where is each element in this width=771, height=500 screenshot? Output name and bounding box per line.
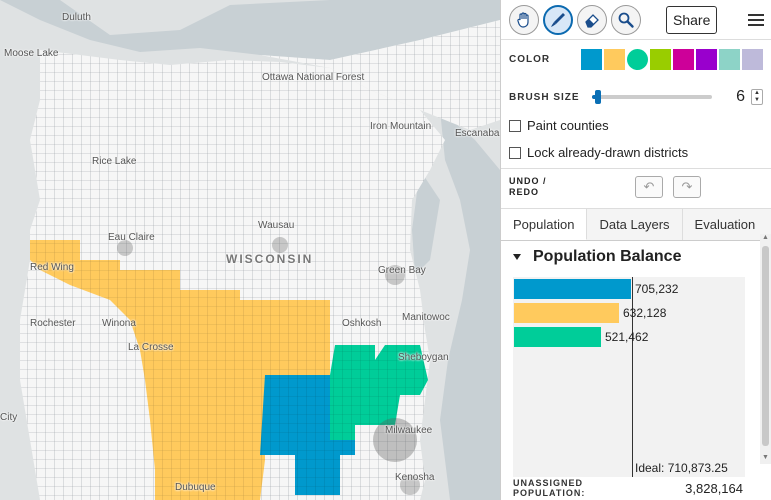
- paint-counties-checkbox[interactable]: [509, 119, 521, 132]
- lake-superior: [0, 0, 500, 60]
- map-label-wisconsin: WISCONSIN: [226, 252, 314, 266]
- population-bar: [514, 327, 601, 347]
- population-bar-value: 705,232: [635, 282, 679, 296]
- brush-tool-button[interactable]: [543, 4, 573, 35]
- lock-districts-option[interactable]: Lock already-drawn districts: [501, 139, 771, 166]
- map-label-sheboygan: Sheboygan: [398, 352, 449, 363]
- population-bar: [514, 279, 631, 299]
- brush-size-value[interactable]: 6: [736, 88, 745, 105]
- unassigned-value: 3,828,164: [685, 480, 743, 496]
- map-label-kenosha: Kenosha: [395, 472, 435, 483]
- map-label-red-wing: Red Wing: [30, 262, 74, 273]
- map-label-rice-lake: Rice Lake: [92, 156, 137, 167]
- map-label-city: City: [0, 412, 18, 423]
- map-label-wausau: Wausau: [258, 220, 295, 231]
- map-label-moose-lake: Moose Lake: [4, 48, 59, 59]
- map-label-duluth: Duluth: [62, 12, 91, 23]
- scrollbar-thumb[interactable]: [762, 246, 769, 446]
- undo-button[interactable]: ↶: [635, 175, 663, 198]
- brush-size-label: BRUSH SIZE: [509, 91, 580, 103]
- color-swatch[interactable]: [627, 48, 648, 70]
- color-swatch[interactable]: [696, 48, 717, 70]
- redo-button[interactable]: ↷: [673, 175, 701, 198]
- hamburger-menu-icon[interactable]: [745, 9, 767, 31]
- color-label: COLOR: [509, 53, 551, 65]
- color-swatch[interactable]: [581, 48, 602, 70]
- redo-icon: ↷: [681, 178, 693, 194]
- pan-tool-button[interactable]: [509, 4, 539, 35]
- map-canvas[interactable]: [0, 0, 500, 500]
- color-swatch[interactable]: [742, 48, 763, 70]
- paint-counties-label[interactable]: Paint counties: [527, 118, 609, 133]
- color-swatch[interactable]: [650, 48, 671, 70]
- population-bar-value: 521,462: [605, 330, 649, 344]
- paint-counties-option[interactable]: Paint counties: [501, 112, 771, 139]
- eraser-icon: [585, 13, 599, 28]
- unassigned-label: UNASSIGNED POPULATION:: [513, 478, 586, 498]
- brush-size-row: BRUSH SIZE 6 ▲ ▼: [501, 86, 771, 108]
- color-swatches: [581, 48, 763, 70]
- map-label-la-crosse: La Crosse: [128, 342, 174, 353]
- lake-michigan: [440, 110, 500, 500]
- undo-redo-label: UNDO / REDO: [509, 175, 547, 197]
- panel-tabs: Population Data Layers Evaluation: [501, 208, 771, 241]
- ideal-population-label: Ideal: 710,873.25: [635, 461, 728, 475]
- map-label-winona: Winona: [102, 318, 136, 329]
- population-bar: [514, 303, 619, 323]
- ideal-population-line: [632, 277, 633, 477]
- color-swatch[interactable]: [604, 48, 625, 70]
- map-label-green-bay: Green Bay: [378, 265, 426, 276]
- map-label-iron-mountain: Iron Mountain: [370, 121, 432, 132]
- map-label-ottawa: Ottawa National Forest: [262, 72, 365, 83]
- toolbar: Share: [501, 0, 771, 40]
- undo-redo-row: UNDO / REDO ↶ ↷: [501, 168, 771, 204]
- map-label-eau-claire: Eau Claire: [108, 232, 155, 243]
- map-label-oshkosh: Oshkosh: [342, 318, 382, 329]
- panel-scrollbar[interactable]: ▲ ▼: [760, 234, 771, 464]
- undo-icon: ↶: [643, 178, 655, 194]
- brush-size-stepper[interactable]: ▲ ▼: [751, 89, 763, 105]
- map-label-dubuque: Dubuque: [175, 482, 216, 493]
- scroll-down-icon[interactable]: ▼: [762, 454, 769, 461]
- district-map[interactable]: Duluth Moose Lake Ottawa National Forest…: [0, 0, 500, 500]
- eraser-tool-button[interactable]: [577, 4, 607, 35]
- tool-panel: Share COLOR BRUSH SIZE 6 ▲ ▼ Paint counti…: [500, 0, 771, 500]
- population-balance-header[interactable]: Population Balance: [501, 241, 771, 273]
- green-bay-water: [412, 170, 440, 275]
- map-label-rochester: Rochester: [30, 318, 76, 329]
- population-balance-chart: Ideal: 710,873.25 705,232 632,128 521,462: [513, 277, 745, 477]
- lock-districts-label[interactable]: Lock already-drawn districts: [527, 145, 689, 160]
- pan-icon: [517, 11, 529, 28]
- tab-population[interactable]: Population: [501, 209, 588, 240]
- color-row: COLOR: [501, 40, 771, 78]
- color-swatch[interactable]: [673, 48, 694, 70]
- stepper-down-icon[interactable]: ▼: [754, 97, 760, 103]
- population-bar-value: 632,128: [623, 306, 667, 320]
- map-label-milwaukee: Milwaukee: [385, 425, 433, 436]
- population-balance-title: Population Balance: [533, 248, 682, 265]
- map-label-manitowoc: Manitowoc: [402, 312, 450, 323]
- inspect-tool-button[interactable]: [611, 4, 641, 35]
- brush-icon: [551, 12, 565, 27]
- unassigned-population: UNASSIGNED POPULATION: 3,828,164: [513, 478, 743, 498]
- scroll-up-icon[interactable]: ▲: [762, 234, 769, 241]
- lock-districts-checkbox[interactable]: [509, 146, 521, 159]
- map-label-escanaba: Escanaba: [455, 128, 500, 139]
- collapse-caret-icon[interactable]: [513, 254, 521, 260]
- color-swatch[interactable]: [719, 48, 740, 70]
- tab-evaluation[interactable]: Evaluation: [694, 217, 756, 232]
- stepper-up-icon[interactable]: ▲: [754, 90, 760, 96]
- slider-thumb[interactable]: [594, 90, 601, 104]
- share-button[interactable]: Share: [666, 5, 718, 34]
- brush-size-slider[interactable]: [591, 90, 712, 104]
- tab-data-layers[interactable]: Data Layers: [587, 209, 683, 240]
- inspect-icon: [618, 12, 634, 28]
